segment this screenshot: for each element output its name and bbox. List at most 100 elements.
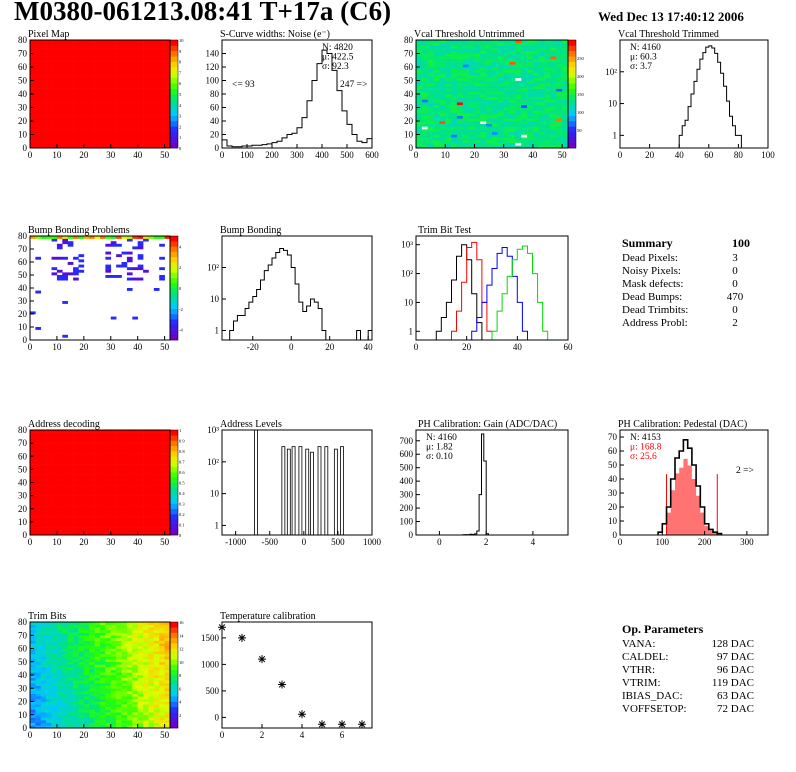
heatmap-cell bbox=[78, 482, 85, 486]
heatmap-cell bbox=[416, 72, 423, 76]
heatmap-cell bbox=[159, 243, 165, 247]
heatmap-cell bbox=[116, 667, 122, 670]
heatmap-cell bbox=[456, 42, 464, 46]
heatmap-cell bbox=[110, 91, 117, 95]
heatmap-cell bbox=[105, 123, 112, 127]
heatmap-cell bbox=[89, 500, 95, 504]
heatmap-cell bbox=[62, 648, 68, 652]
heatmap-cell bbox=[67, 440, 74, 444]
heatmap-cell bbox=[538, 145, 545, 149]
heatmap-cell bbox=[116, 83, 122, 87]
heatmap-cell bbox=[132, 706, 138, 710]
heatmap-cell bbox=[40, 451, 47, 454]
heatmap-cell bbox=[73, 527, 79, 531]
heatmap-cell bbox=[503, 88, 510, 92]
heatmap-cell bbox=[83, 516, 90, 520]
heatmap-cell bbox=[132, 720, 138, 723]
heatmap-cell bbox=[562, 142, 569, 146]
heatmap-cell bbox=[30, 464, 36, 468]
heatmap-cell bbox=[416, 58, 423, 62]
y-tick-label: 50 bbox=[18, 657, 28, 667]
heatmap-cell bbox=[486, 72, 493, 76]
heatmap-cell bbox=[100, 511, 106, 515]
heatmap-cell bbox=[89, 469, 95, 473]
heatmap-cell bbox=[73, 667, 79, 670]
heatmap-cell bbox=[35, 508, 42, 512]
heatmap-cell bbox=[51, 448, 58, 452]
heatmap-cell bbox=[126, 685, 133, 689]
color-bar-segment bbox=[170, 514, 178, 520]
heatmap-cell bbox=[468, 123, 475, 127]
heatmap-cell bbox=[94, 511, 101, 515]
heatmap-cell bbox=[94, 69, 101, 73]
heatmap-cell bbox=[132, 75, 138, 79]
heatmap-cell bbox=[56, 131, 63, 135]
heatmap-cell bbox=[143, 88, 149, 92]
heatmap-cell bbox=[521, 142, 528, 146]
heatmap-cell bbox=[121, 451, 128, 454]
heatmap-cell bbox=[62, 466, 68, 470]
heatmap-cell bbox=[521, 45, 528, 49]
heatmap-cell bbox=[121, 42, 128, 46]
heatmap-cell bbox=[100, 145, 106, 149]
heatmap-cell bbox=[78, 445, 85, 449]
heatmap-cell bbox=[521, 61, 528, 65]
heatmap-cell bbox=[538, 137, 545, 141]
heatmap-cell bbox=[468, 61, 475, 65]
heatmap-cell bbox=[105, 627, 112, 631]
heatmap-cell bbox=[492, 131, 499, 135]
heatmap-cell bbox=[62, 145, 68, 149]
heatmap-cell bbox=[132, 474, 138, 478]
heatmap-cell bbox=[94, 722, 101, 726]
heatmap-cell bbox=[51, 451, 58, 454]
heatmap-cell bbox=[492, 69, 499, 73]
heatmap-cell bbox=[159, 430, 165, 433]
heatmap-cell bbox=[40, 445, 47, 449]
heatmap-cell bbox=[83, 96, 90, 100]
heatmap-cell bbox=[51, 107, 58, 111]
heatmap-cell bbox=[94, 110, 101, 114]
heatmap-cell bbox=[439, 115, 446, 119]
heatmap-cell bbox=[110, 451, 117, 454]
heatmap-cell bbox=[116, 653, 122, 657]
heatmap-cell bbox=[35, 327, 42, 330]
heatmap-cell bbox=[116, 503, 122, 507]
heatmap-cell bbox=[456, 142, 464, 146]
heatmap-cell bbox=[62, 667, 68, 670]
heatmap-cell bbox=[137, 56, 144, 60]
heatmap-cell bbox=[105, 508, 112, 512]
color-bar-segment bbox=[170, 262, 178, 268]
heatmap-cell bbox=[456, 67, 464, 70]
heatmap-cell bbox=[439, 45, 446, 49]
heatmap-cell bbox=[46, 725, 52, 729]
heatmap-cell bbox=[94, 48, 101, 52]
heatmap-cell bbox=[83, 477, 90, 481]
heatmap-cell bbox=[94, 669, 101, 673]
heatmap-cell bbox=[143, 516, 149, 520]
heatmap-cell bbox=[89, 527, 95, 531]
heatmap-cell bbox=[83, 83, 90, 87]
heatmap-cell bbox=[46, 722, 52, 726]
heatmap-cell bbox=[51, 685, 58, 689]
heatmap-cell bbox=[468, 56, 475, 60]
heatmap-cell bbox=[137, 69, 144, 73]
heatmap-cell bbox=[30, 142, 36, 146]
heatmap-cell bbox=[468, 50, 475, 54]
heatmap-cell bbox=[550, 118, 557, 122]
y-tick-label: 10 bbox=[18, 517, 28, 527]
heatmap-cell bbox=[35, 126, 42, 130]
heatmap-cell bbox=[35, 75, 42, 79]
heatmap-cell bbox=[159, 277, 165, 281]
heatmap-cell bbox=[78, 448, 85, 452]
heatmap-cell bbox=[30, 516, 36, 520]
heatmap-cell bbox=[100, 121, 106, 124]
heatmap-cell bbox=[89, 627, 95, 631]
heatmap-cell bbox=[110, 131, 117, 135]
heatmap-cell bbox=[46, 624, 52, 628]
heatmap-cell bbox=[56, 72, 63, 76]
heatmap-cell bbox=[556, 80, 563, 84]
heatmap-cell bbox=[89, 451, 95, 454]
summary-value: 0 bbox=[732, 304, 738, 316]
heatmap-cell bbox=[544, 104, 551, 108]
heatmap-cell bbox=[143, 432, 149, 436]
